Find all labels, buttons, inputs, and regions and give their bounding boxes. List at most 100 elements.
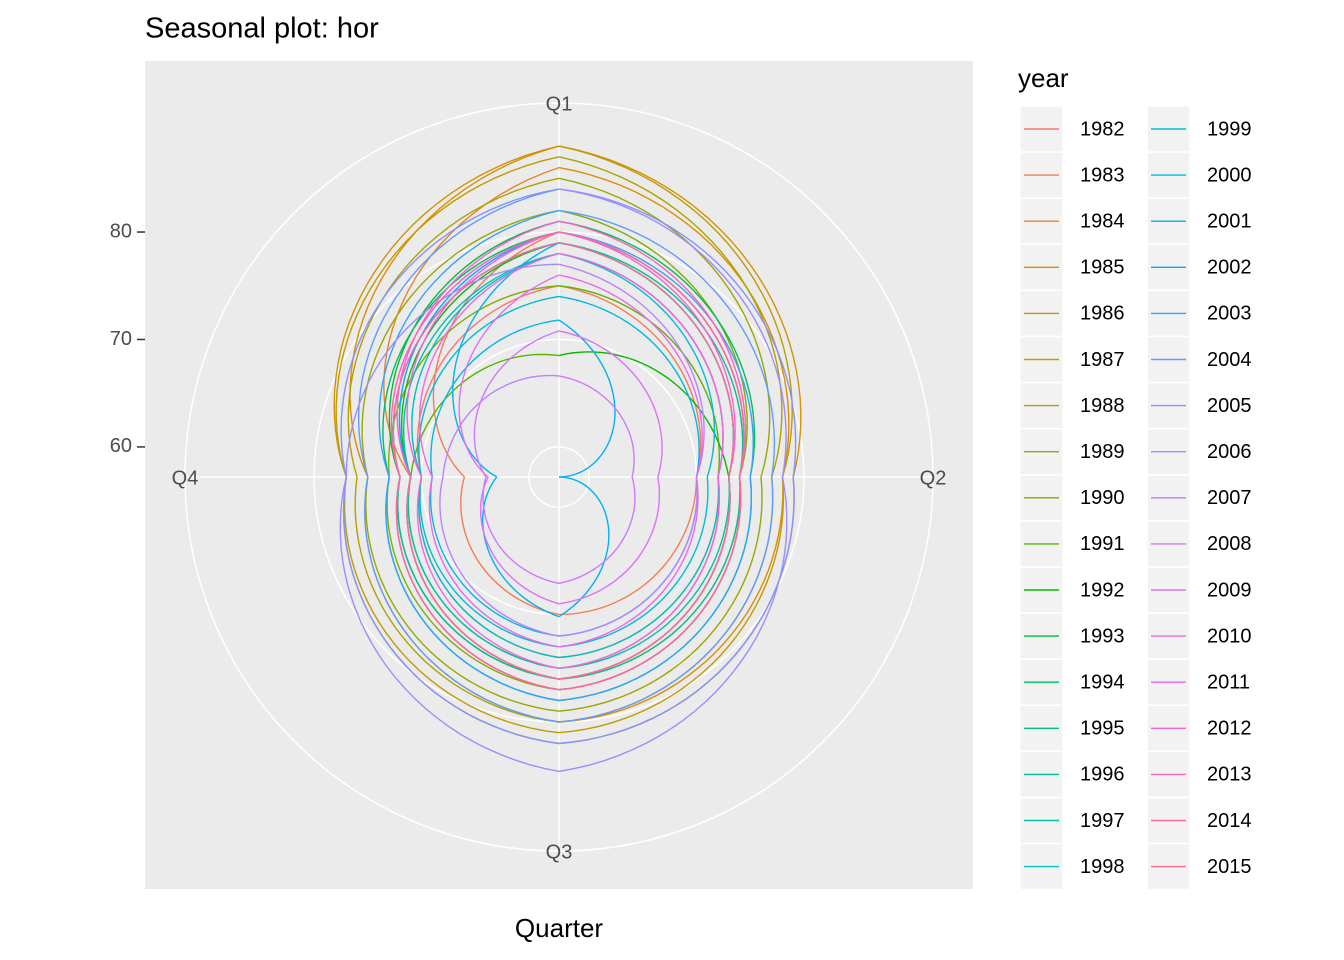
series-line xyxy=(406,476,560,680)
series-line xyxy=(558,231,745,478)
series-line xyxy=(558,285,702,478)
series-line xyxy=(439,476,560,637)
series-line xyxy=(558,476,742,691)
x-tick-label: Q4 xyxy=(172,467,199,489)
series-line xyxy=(481,476,560,618)
series-line xyxy=(558,242,735,478)
legend-label: 2008 xyxy=(1207,533,1252,555)
series-line xyxy=(340,188,560,478)
series-line xyxy=(558,476,763,712)
legend-label: 2013 xyxy=(1207,764,1252,786)
series-line xyxy=(558,476,784,723)
series-line xyxy=(354,476,560,723)
series-line xyxy=(333,145,560,478)
legend-label: 1995 xyxy=(1080,718,1125,740)
series-line xyxy=(479,476,560,605)
series-line xyxy=(410,353,560,478)
legend-label: 1996 xyxy=(1080,764,1125,786)
series-line xyxy=(558,476,741,680)
series-line xyxy=(411,252,560,478)
series-line xyxy=(365,476,560,712)
series-line xyxy=(558,220,747,478)
series-line xyxy=(418,252,560,478)
legend-label: 1983 xyxy=(1080,164,1125,186)
series-line xyxy=(558,476,709,648)
series-line xyxy=(558,476,785,734)
x-tick-label: Q3 xyxy=(546,841,573,863)
series-line xyxy=(558,145,802,478)
legend-label: 1988 xyxy=(1080,395,1125,417)
legend-label: 1985 xyxy=(1080,257,1125,279)
legend-label: 2001 xyxy=(1207,210,1252,232)
series-line xyxy=(558,476,795,745)
x-tick-label: Q2 xyxy=(920,467,947,489)
legend-label: 1990 xyxy=(1080,487,1125,509)
legend-label: 2015 xyxy=(1207,856,1252,878)
series-line xyxy=(558,156,783,478)
series-line xyxy=(430,319,560,478)
series-line xyxy=(342,476,560,745)
legend-label: 1998 xyxy=(1080,856,1125,878)
x-axis-title: Quarter xyxy=(515,913,603,943)
legend-title: year xyxy=(1018,63,1069,93)
series-line xyxy=(558,375,635,478)
series-line xyxy=(558,220,756,478)
series-line xyxy=(558,476,698,616)
series-line xyxy=(442,374,560,478)
legend-label: 2004 xyxy=(1207,349,1252,371)
series-line xyxy=(385,476,560,702)
series-line xyxy=(458,274,560,478)
legend-label: 2000 xyxy=(1207,164,1252,186)
series-line xyxy=(558,476,753,702)
series-line xyxy=(558,188,797,478)
series-line xyxy=(407,476,560,669)
legend-label: 1982 xyxy=(1080,118,1125,140)
series-line xyxy=(558,476,731,669)
legend-label: 1999 xyxy=(1207,118,1252,140)
series-line xyxy=(558,252,724,478)
legend-label: 1991 xyxy=(1080,533,1125,555)
legend-label: 1986 xyxy=(1080,303,1125,325)
series-line xyxy=(451,242,560,478)
series-line xyxy=(558,476,661,605)
series-line xyxy=(364,476,560,723)
series-line xyxy=(558,351,730,478)
y-tick-label: 70 xyxy=(110,328,132,350)
series-line xyxy=(473,330,560,478)
series-line xyxy=(558,274,703,478)
series-line xyxy=(335,156,560,478)
series-line xyxy=(558,476,699,648)
series-line xyxy=(418,476,560,659)
series-line xyxy=(558,188,787,478)
legend-label: 1997 xyxy=(1080,810,1125,832)
series-line xyxy=(558,252,715,478)
series-line xyxy=(386,476,560,691)
series-line xyxy=(558,319,616,478)
legend-label: 1992 xyxy=(1080,579,1125,601)
y-tick-label: 60 xyxy=(110,435,132,457)
series-line xyxy=(349,145,560,478)
series-line xyxy=(396,476,560,680)
legend-label: 2009 xyxy=(1207,579,1252,601)
legend-label: 2003 xyxy=(1207,303,1252,325)
y-tick-label: 80 xyxy=(110,220,132,242)
legend-label: 1987 xyxy=(1080,349,1125,371)
legend-label: 1993 xyxy=(1080,625,1125,647)
legend-label: 2010 xyxy=(1207,625,1252,647)
legend-label: 2005 xyxy=(1207,395,1252,417)
series-line xyxy=(418,295,560,478)
series-line xyxy=(390,231,560,478)
series-line xyxy=(558,476,774,723)
series-line xyxy=(416,285,560,478)
series-line xyxy=(558,476,788,773)
x-tick-label: Q1 xyxy=(546,93,573,115)
legend-label: 1994 xyxy=(1080,671,1125,693)
series-line xyxy=(392,242,560,478)
series-line xyxy=(345,263,560,478)
legend-label: 2007 xyxy=(1207,487,1252,509)
series-line xyxy=(558,177,771,478)
legend-label: 2011 xyxy=(1207,671,1250,693)
series-line xyxy=(558,476,721,669)
